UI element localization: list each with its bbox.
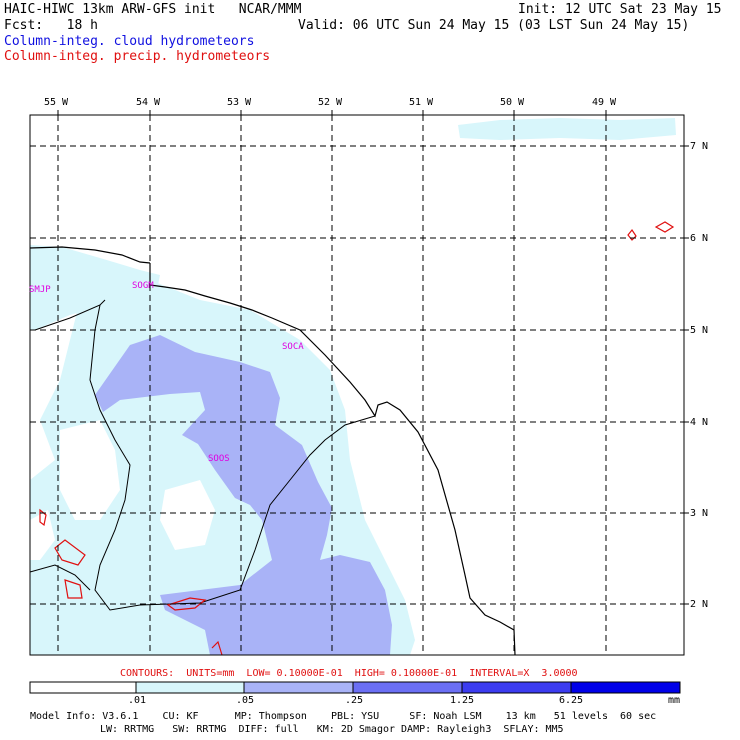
header-title: HAIC-HIWC 13km ARW-GFS init NCAR/MMM bbox=[4, 2, 302, 17]
colorbar-tick: .05 bbox=[236, 695, 255, 706]
lat-label: 7 N bbox=[690, 141, 709, 152]
header-forecast-hour: Fcst: 18 h bbox=[4, 18, 98, 33]
axis-ticks bbox=[57, 110, 689, 605]
lat-label: 5 N bbox=[690, 325, 709, 336]
colorbar bbox=[29, 681, 681, 694]
lat-label: 3 N bbox=[690, 508, 709, 519]
lon-label: 49 W bbox=[592, 97, 617, 108]
lat-label: 2 N bbox=[690, 599, 709, 610]
header-valid-time: Valid: 06 UTC Sun 24 May 15 (03 LST Sun … bbox=[298, 18, 690, 33]
cloud-field-clear bbox=[30, 355, 440, 630]
lon-label: 51 W bbox=[409, 97, 434, 108]
lon-label: 50 W bbox=[500, 97, 525, 108]
colorbar-tick: 1.25 bbox=[450, 695, 475, 706]
colorbar-tick: .25 bbox=[345, 695, 364, 706]
colorbar-tick: 6.25 bbox=[559, 695, 584, 706]
lat-label: 4 N bbox=[690, 417, 709, 428]
lon-label: 52 W bbox=[318, 97, 343, 108]
station-label: SMJP bbox=[29, 285, 51, 295]
station-label: SOGM bbox=[132, 281, 154, 291]
contours-info: CONTOURS: UNITS=mm LOW= 0.10000E-01 HIGH… bbox=[120, 668, 578, 679]
model-info-line1: Model Info: V3.6.1 CU: KF MP: Thompson P… bbox=[30, 711, 657, 722]
colorbar-bin-3 bbox=[243, 681, 354, 694]
lon-label: 53 W bbox=[227, 97, 252, 108]
map-frame bbox=[29, 114, 685, 656]
colorbar-bin-1 bbox=[29, 681, 137, 694]
header-init-time: Init: 12 UTC Sat 23 May 15 bbox=[518, 2, 722, 17]
lat-lon-grid bbox=[30, 115, 684, 655]
lat-label: 6 N bbox=[690, 233, 709, 244]
colorbar-bin-6 bbox=[570, 681, 681, 694]
colorbar-tick: .01 bbox=[128, 695, 147, 706]
legend-precip-label: Column-integ. precip. hydrometeors bbox=[4, 49, 271, 64]
colorbar-bin-2 bbox=[135, 681, 245, 694]
country-borders bbox=[29, 299, 376, 611]
lon-label: 54 W bbox=[136, 97, 161, 108]
cloud-field-medium bbox=[95, 335, 392, 655]
station-label: SOOS bbox=[208, 454, 230, 464]
colorbar-units: mm bbox=[668, 695, 681, 706]
station-label: SOCA bbox=[282, 342, 304, 352]
lon-label: 55 W bbox=[44, 97, 69, 108]
model-info-line2: LW: RRTMG SW: RRTMG DIFF: full KM: 2D Sm… bbox=[100, 724, 564, 735]
legend-cloud-label: Column-integ. cloud hydrometeors bbox=[4, 34, 255, 49]
colorbar-bin-4 bbox=[352, 681, 463, 694]
colorbar-bin-5 bbox=[461, 681, 572, 694]
